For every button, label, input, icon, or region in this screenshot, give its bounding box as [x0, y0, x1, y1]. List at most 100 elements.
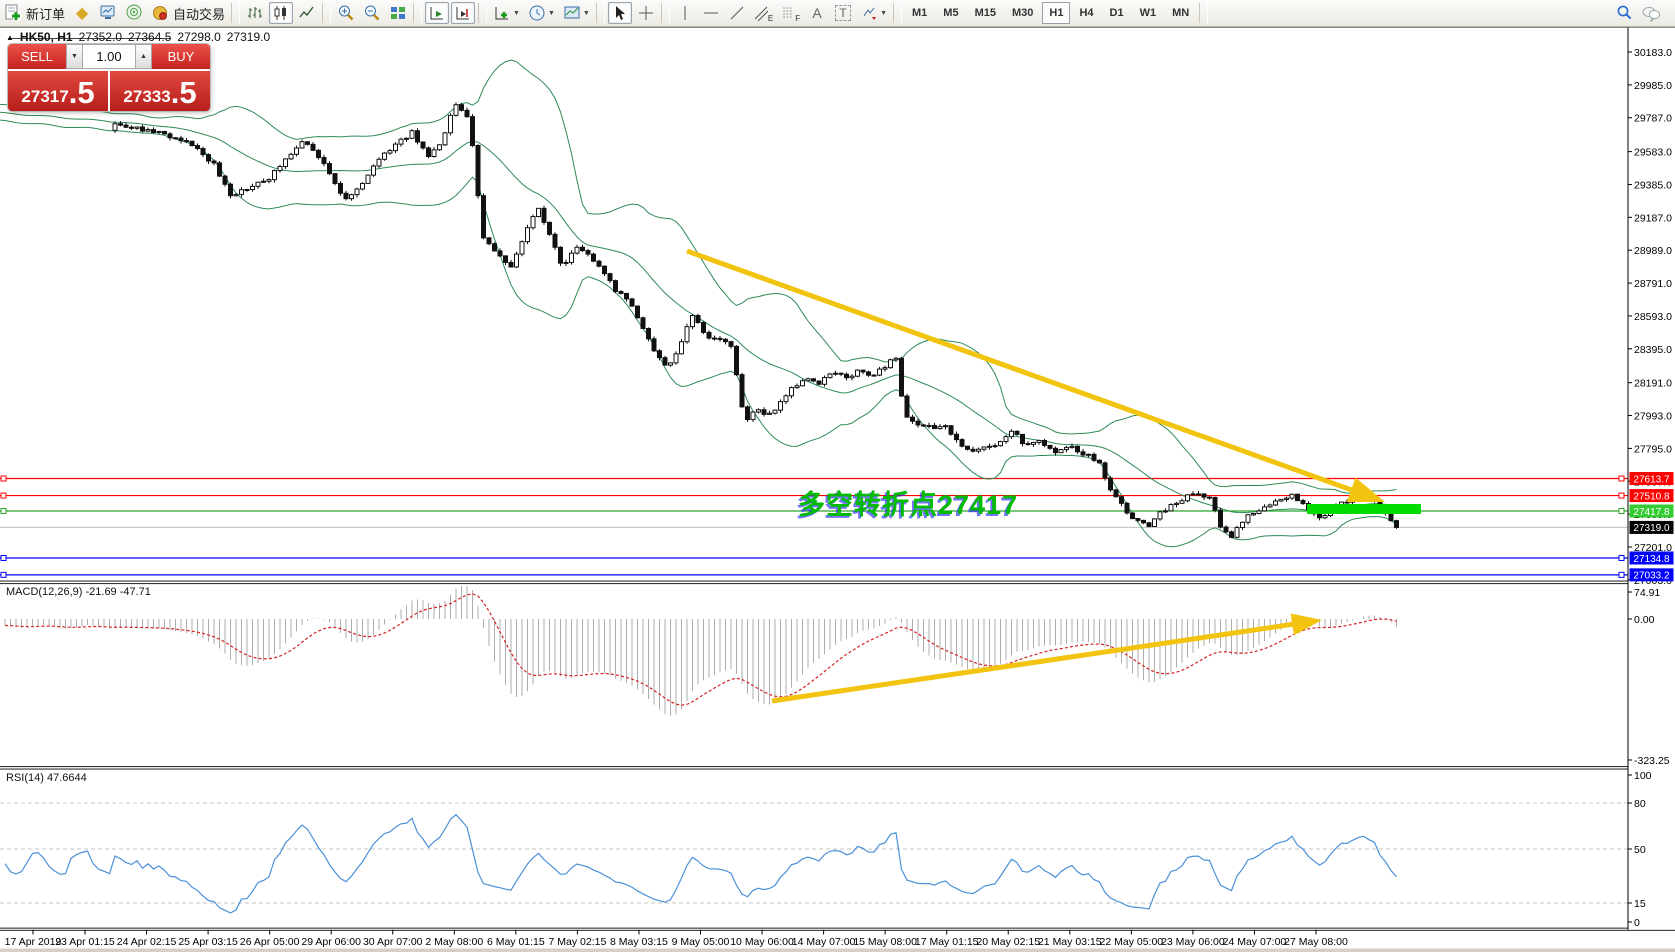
macd-pane: [4, 586, 1397, 716]
timeframe-button-m1[interactable]: M1: [912, 7, 928, 19]
autotrading-button[interactable]: 自动交易: [148, 2, 228, 24]
auto-scroll-button[interactable]: [425, 2, 450, 24]
signals-button[interactable]: [122, 2, 146, 24]
panel-collapse-icon[interactable]: ▲: [6, 32, 14, 42]
zoom-in-button[interactable]: [334, 2, 358, 24]
price-axis-tick: 29583.0: [1634, 147, 1672, 159]
price-level-badge[interactable]: 27510.8: [1629, 489, 1674, 502]
text-tool-icon: A: [812, 5, 822, 21]
zoom-out-button[interactable]: [360, 2, 384, 24]
zoom-out-icon: [365, 5, 380, 21]
rsi-indicator-label: RSI(14) 47.6644: [6, 772, 87, 784]
chart-annotation-text[interactable]: 多空转折点27417: [798, 490, 1019, 520]
templates-button[interactable]: ▼: [560, 2, 593, 24]
buy-price-main: 27333: [123, 87, 171, 106]
sell-button[interactable]: SELL: [8, 44, 66, 69]
new-order-label: 新订单: [26, 6, 66, 22]
rsi-axis-tick: 0: [1634, 917, 1640, 929]
ohlc-low: 27298.0: [177, 30, 221, 44]
market-watch-button[interactable]: [96, 2, 120, 24]
macd-indicator-label: MACD(12,26,9) -21.69 -47.71: [6, 586, 151, 598]
sell-price-main: 27317: [21, 87, 69, 106]
timeframe-button-h1[interactable]: H1: [1042, 2, 1071, 24]
arrows-shapes-icon: [863, 7, 877, 20]
time-axis-label: 30 Apr 07:00: [363, 936, 423, 948]
timeframe-bar: M1 M5 M15 M30 H1 H4 D1 W1 MN: [904, 2, 1197, 24]
dropdown-arrow-icon: ▼: [582, 9, 590, 17]
timeframe-button-w1[interactable]: W1: [1139, 7, 1157, 19]
price-level-badge[interactable]: 27417.8: [1629, 504, 1674, 518]
chat-icon: [1642, 6, 1660, 22]
price-axis-tick: 29187.0: [1634, 212, 1672, 224]
volume-increase-button[interactable]: ▲: [135, 44, 152, 69]
vertical-line-tool-button[interactable]: [673, 2, 697, 24]
vertical-line-icon: [684, 6, 686, 20]
label-tool-button[interactable]: T: [831, 2, 855, 24]
timeframe-button-m30[interactable]: M30: [1011, 7, 1034, 19]
cursor-tool-button[interactable]: [607, 2, 632, 24]
price-axis-tick: 27993.0: [1634, 411, 1672, 423]
symbol-header: ▲ HK50, H1 27352.0 27364.5 27298.0 27319…: [6, 30, 270, 44]
navigator-button[interactable]: ◆: [70, 2, 94, 24]
tile-windows-icon: [391, 7, 406, 19]
bar-chart-icon: [248, 7, 263, 18]
price-axis-tick: 28593.0: [1634, 311, 1672, 323]
volume-decrease-button[interactable]: ▼: [66, 44, 83, 69]
time-axis-label: 23 Apr 01:15: [55, 936, 115, 948]
symbol-strike-line: [8, 38, 170, 39]
price-level-badge[interactable]: 27033.2: [1629, 568, 1674, 582]
tile-windows-button[interactable]: [386, 2, 410, 24]
candlestick-chart-button[interactable]: [269, 2, 294, 24]
channel-tool-button[interactable]: E: [751, 2, 776, 24]
time-axis-label: 9 May 05:00: [672, 936, 730, 948]
price-axis-tick: 30183.0: [1634, 47, 1672, 59]
price-axis-tick: 29787.0: [1634, 113, 1672, 125]
timeframe-button-m5[interactable]: M5: [943, 7, 959, 19]
timeframe-button-m15[interactable]: M15: [974, 7, 996, 19]
trendline-tool-button[interactable]: [725, 2, 749, 24]
time-axis-label: 8 May 03:15: [610, 936, 668, 948]
volume-input[interactable]: [83, 44, 135, 69]
fibonacci-tool-button[interactable]: F: [778, 2, 803, 24]
bar-chart-button[interactable]: [243, 2, 267, 24]
sell-price[interactable]: 27317 .5: [8, 71, 108, 111]
new-order-button[interactable]: 新订单: [1, 2, 68, 24]
buy-price[interactable]: 27333 .5: [110, 71, 210, 111]
arrows-tool-button[interactable]: ▼: [857, 2, 890, 24]
chart-shift-button[interactable]: [451, 2, 476, 24]
time-axis-label: 29 Apr 06:00: [301, 936, 361, 948]
crosshair-tool-button[interactable]: [634, 2, 658, 24]
chat-button[interactable]: [1638, 2, 1664, 24]
price-level-badge[interactable]: 27319.0: [1629, 520, 1674, 534]
indicators-button[interactable]: ▼: [490, 2, 523, 24]
bollinger-lower-band: [0, 119, 1397, 548]
price-level-badge[interactable]: 27613.7: [1629, 471, 1674, 485]
price-level-badge[interactable]: 27134.8: [1629, 551, 1674, 565]
signals-icon: [125, 3, 143, 24]
zoom-in-icon: [339, 5, 354, 21]
bollinger-upper-band: [0, 59, 1397, 494]
timeframe-button-h4[interactable]: H4: [1079, 7, 1094, 19]
text-tool-button[interactable]: A: [805, 2, 829, 24]
price-axis-tick: 28395.0: [1634, 344, 1672, 356]
trend-arrows[interactable]: [686, 248, 1385, 704]
support-zone-box[interactable]: [1307, 504, 1421, 514]
buy-price-frac: .5: [170, 75, 197, 110]
timeframe-button-mn[interactable]: MN: [1172, 7, 1190, 19]
symbol-name: HK50, H1: [19, 30, 73, 44]
price-axis-tick: 29385.0: [1634, 179, 1672, 191]
channel-glyph: E: [767, 14, 774, 23]
periods-button[interactable]: ▼: [525, 2, 558, 24]
timeframe-button-d1[interactable]: D1: [1109, 7, 1124, 19]
search-button[interactable]: [1612, 2, 1636, 24]
ohlc-high: 27364.5: [128, 30, 172, 44]
channel-icon: [754, 6, 768, 22]
buy-button[interactable]: BUY: [152, 44, 210, 69]
time-axis-label: 25 Apr 03:15: [178, 936, 238, 948]
line-chart-button[interactable]: [295, 2, 319, 24]
horizontal-line-tool-button[interactable]: [699, 2, 723, 24]
price-axis-tick: 29985.0: [1634, 80, 1672, 92]
